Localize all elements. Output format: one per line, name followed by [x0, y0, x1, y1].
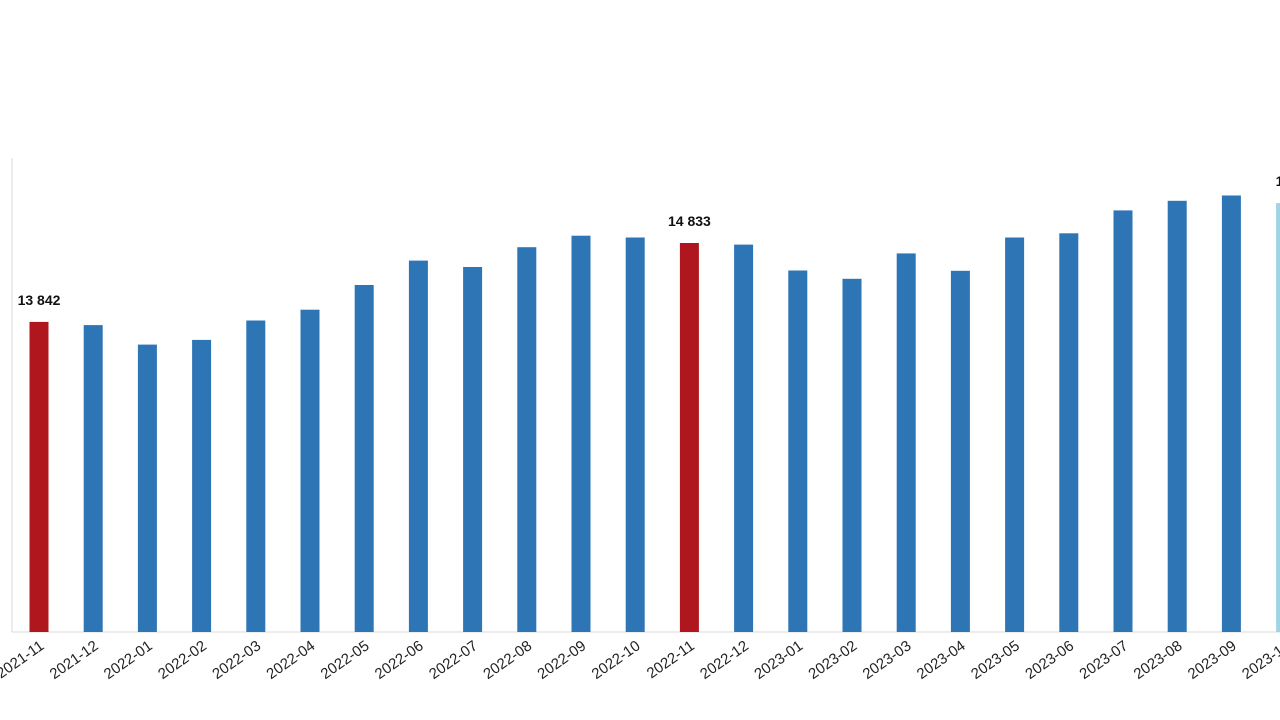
x-tick-label: 2022-01 — [101, 637, 156, 683]
bar-2023-06 — [1059, 233, 1079, 633]
x-tick-label: 2023-07 — [1076, 637, 1131, 683]
x-tick-label: 2023-02 — [805, 637, 860, 683]
x-tick-label: 2022-07 — [426, 637, 481, 683]
bar-2022-05 — [354, 285, 374, 632]
x-tick-label: 2023-05 — [968, 637, 1023, 683]
x-tick-label: 2022-02 — [155, 637, 210, 683]
bar-2023-05 — [1005, 237, 1025, 632]
bar-2022-03 — [246, 320, 266, 632]
x-tick-label: 2023-10 — [1239, 637, 1280, 683]
bar-2023-10 — [1276, 203, 1280, 632]
bar-2023-07 — [1113, 210, 1133, 632]
bar-2022-12 — [734, 244, 754, 632]
x-tick-label: 2022-10 — [589, 637, 644, 683]
x-tick-label: 2022-05 — [318, 637, 373, 683]
bar-2022-02 — [192, 339, 212, 632]
x-tick-label: 2022-11 — [644, 637, 698, 682]
x-tick-label: 2022-12 — [697, 637, 752, 683]
bar-2023-08 — [1167, 200, 1187, 633]
data-labels-group: 13 842 14 833 15 — [18, 173, 1280, 308]
bar-2023-02 — [842, 278, 862, 632]
bar-2022-11 — [679, 243, 699, 632]
x-tick-label: 2023-03 — [860, 637, 915, 683]
x-tick-label: 2021-11 — [0, 637, 47, 682]
x-tick-label: 2022-04 — [263, 637, 318, 683]
x-tick-label: 2021-12 — [47, 637, 102, 683]
x-tick-label: 2023-08 — [1131, 637, 1186, 683]
bar-2022-06 — [408, 260, 428, 632]
data-label: 14 833 — [668, 213, 711, 229]
bar-2022-01 — [137, 344, 157, 632]
data-label: 13 842 — [18, 292, 61, 308]
data-label: 15 — [1276, 173, 1280, 189]
bar-2023-01 — [788, 270, 808, 632]
x-tick-label: 2023-06 — [1022, 637, 1077, 683]
bar-2021-11 — [29, 321, 49, 632]
x-tick-label: 2022-03 — [209, 637, 264, 683]
bar-2023-03 — [896, 253, 916, 632]
x-tick-label: 2023-01 — [751, 637, 806, 683]
bar-2022-08 — [517, 247, 537, 632]
bar-2023-09 — [1221, 195, 1241, 632]
x-tick-label: 2022-06 — [372, 637, 427, 683]
x-tick-label: 2022-09 — [534, 637, 589, 683]
bar-2022-10 — [625, 237, 645, 632]
bar-2022-07 — [463, 267, 483, 632]
x-tick-label: 2022-08 — [480, 637, 535, 683]
x-tick-label: 2023-04 — [914, 637, 969, 683]
bar-2022-04 — [300, 309, 320, 632]
bars-group — [29, 195, 1280, 633]
bar-2021-12 — [83, 325, 103, 632]
bar-2022-09 — [571, 235, 591, 632]
bar-2023-04 — [950, 270, 970, 632]
x-tick-label: 2023-09 — [1185, 637, 1240, 683]
x-tick-labels-group: 2021-11 2021-12 2022-01 2022-02 2022-03 2022-… — [0, 637, 1280, 683]
